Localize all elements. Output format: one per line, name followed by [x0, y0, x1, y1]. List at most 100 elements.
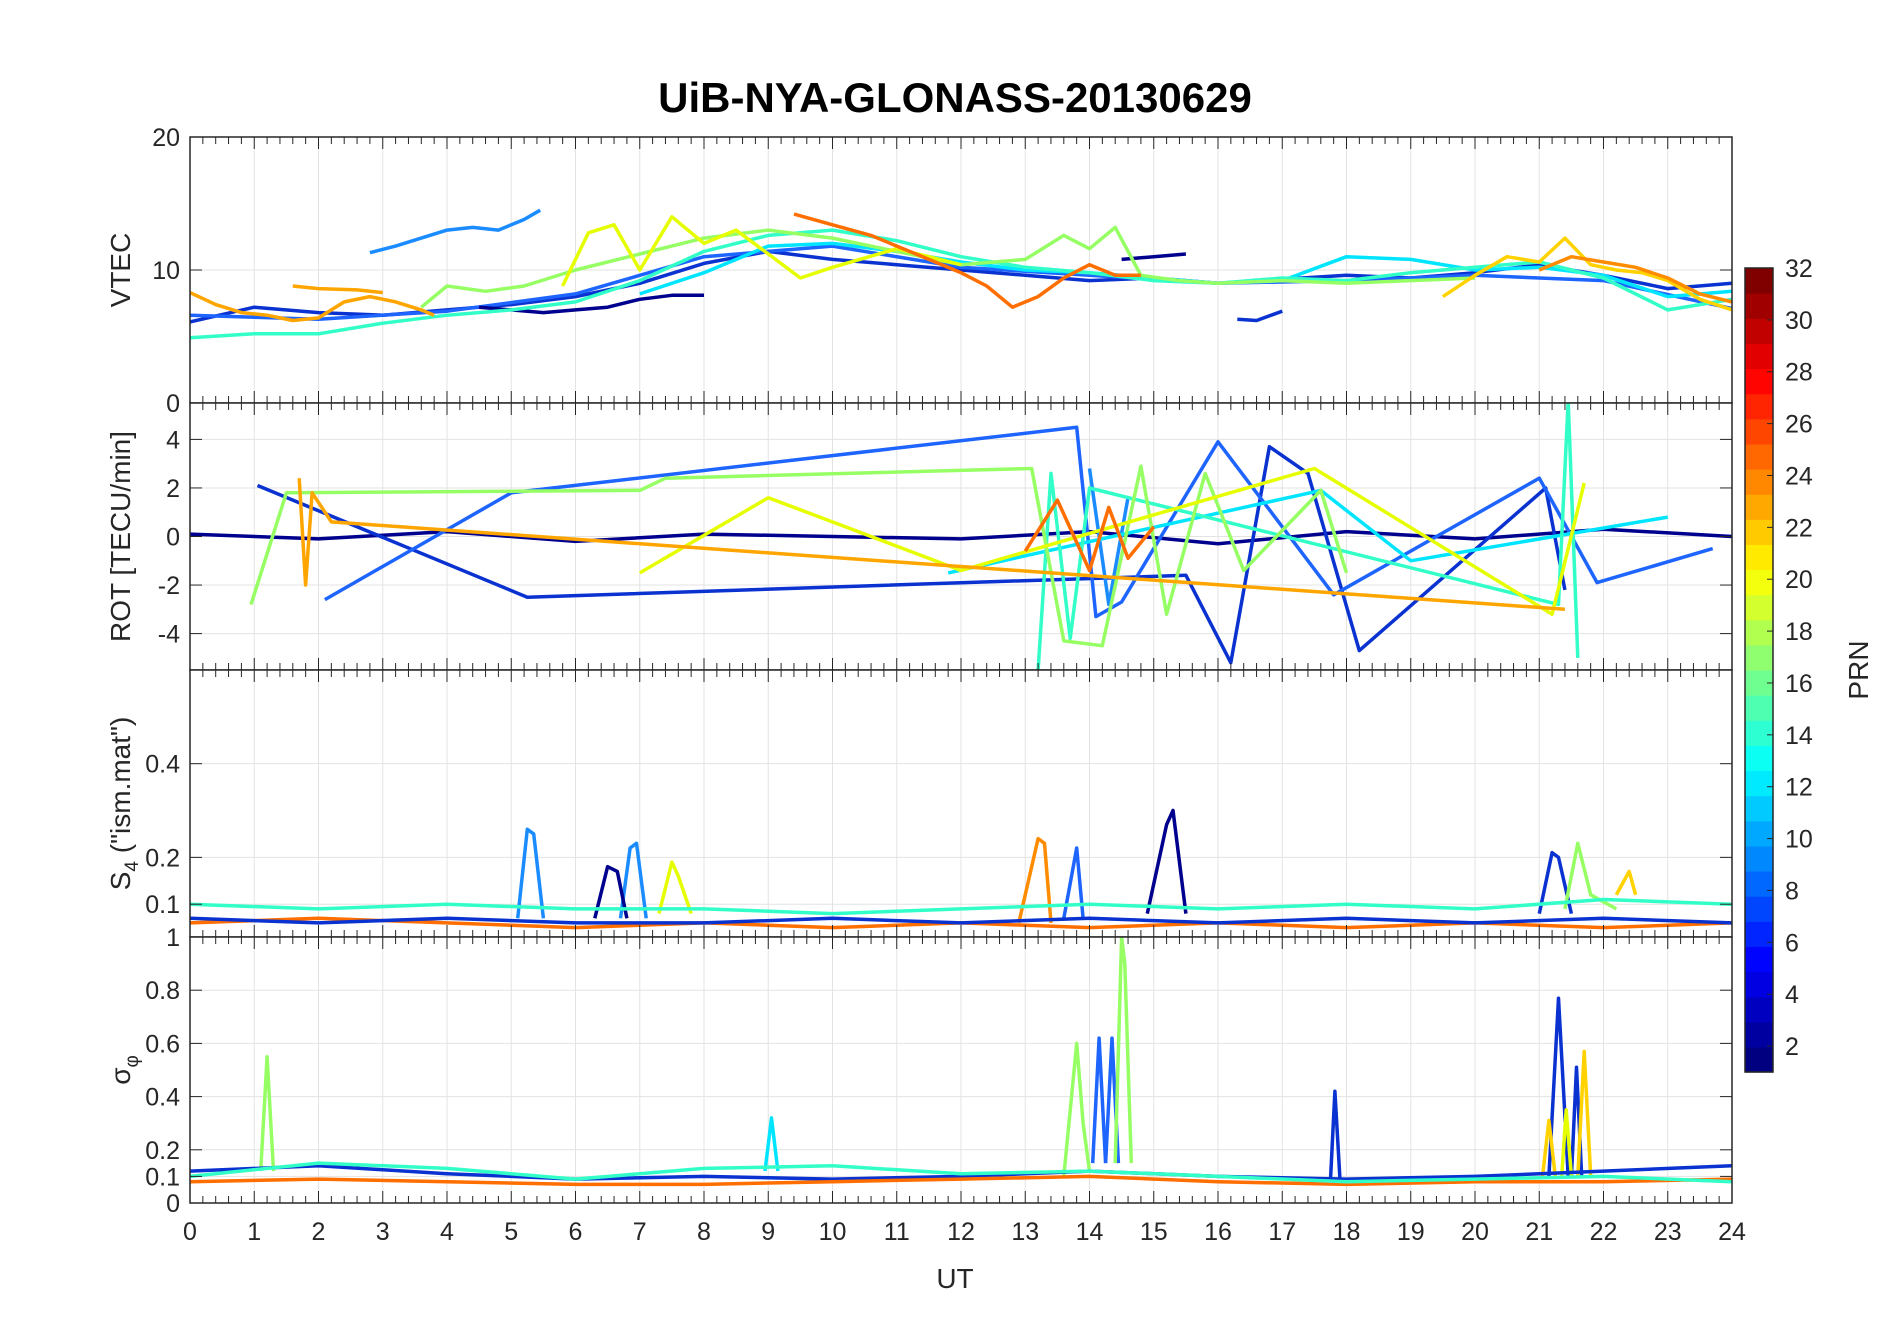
colorbar-frame: [1744, 267, 1774, 1073]
colorbar-swatch: [1745, 569, 1773, 596]
series-line: [249, 464, 1349, 648]
x-tick-label: 12: [947, 1218, 975, 1246]
y-tick-label: 20: [152, 124, 180, 152]
y-tick-label: 0: [166, 390, 180, 418]
colorbar-swatch: [1745, 594, 1773, 621]
colorbar-tick-label: 6: [1785, 929, 1799, 957]
panel-sigma_phi: 00.10.2 0.4 0.6 0.8 1 σφ: [105, 924, 1733, 1218]
series-line: [420, 225, 1476, 309]
series-line: [1113, 937, 1134, 1164]
x-tick-label: 7: [633, 1218, 647, 1246]
series-line: [763, 1116, 780, 1172]
x-tick-label: 1: [247, 1218, 261, 1246]
series-line: [1540, 1118, 1558, 1177]
y-tick-label: 0.1: [145, 1163, 180, 1191]
series-line: [1537, 850, 1574, 914]
colorbar-swatch: [1745, 946, 1773, 973]
colorbar-tick-label: 28: [1785, 359, 1813, 387]
series-group: [190, 208, 1732, 340]
y-tick-label: 2: [166, 475, 180, 503]
x-tick-label: 20: [1461, 1218, 1489, 1246]
series-line: [1576, 1049, 1593, 1177]
series-line: [1328, 1089, 1342, 1182]
series-line: [947, 488, 1669, 575]
x-tick-label: 14: [1076, 1218, 1104, 1246]
series-group: [190, 808, 1732, 930]
x-axis-label: UT: [936, 1263, 973, 1294]
colorbar-label: PRN: [1843, 640, 1874, 699]
colorbar-tick-label: 4: [1785, 981, 1799, 1009]
x-tick-label: 11: [884, 1218, 910, 1246]
y-axis-label: ROT [TECU/min]: [105, 431, 136, 642]
series-line: [515, 827, 546, 919]
panel-vtec: 0 10 20 VTEC: [105, 124, 1733, 418]
y-tick-label: 0.2: [145, 1137, 180, 1165]
series-line: [190, 1161, 1732, 1184]
colorbar-swatch: [1745, 871, 1773, 897]
y-tick-label: 4: [166, 426, 180, 454]
colorbar-swatch: [1745, 293, 1773, 319]
series-line: [1237, 309, 1283, 323]
series-line: [369, 208, 542, 255]
colorbar-swatch: [1745, 418, 1773, 445]
x-tick-label: 18: [1333, 1218, 1361, 1246]
x-tick-label: 4: [440, 1218, 454, 1246]
series-group: [190, 937, 1732, 1187]
y-tick-label: -4: [158, 621, 180, 649]
y-tick-label: 0.8: [145, 977, 180, 1005]
colorbar-swatch: [1745, 795, 1773, 822]
x-tick-label: 19: [1397, 1218, 1425, 1246]
series-line: [1441, 236, 1732, 312]
colorbar-swatch: [1745, 1046, 1773, 1073]
series-line: [1559, 1108, 1574, 1177]
x-tick-label: 21: [1525, 1218, 1553, 1246]
x-tick-label: 6: [569, 1218, 583, 1246]
series-line: [593, 864, 629, 919]
series-line: [190, 1164, 1732, 1181]
series-line: [618, 841, 648, 919]
series-line: [793, 212, 1141, 309]
colorbar-swatch: [1745, 619, 1773, 646]
series-line: [1090, 1036, 1108, 1164]
colorbar-swatch: [1745, 343, 1773, 370]
series-line: [256, 444, 1567, 665]
series-line: [1062, 1041, 1092, 1177]
x-tick-label: 8: [697, 1218, 711, 1246]
series-line: [1614, 869, 1638, 896]
y-tick-label: 10: [152, 257, 180, 285]
colorbar-swatch: [1745, 770, 1773, 797]
series-line: [1062, 846, 1085, 919]
x-tick-label: 0: [183, 1218, 197, 1246]
colorbar-tick-label: 22: [1785, 514, 1813, 542]
y-tick-label: 0.4: [145, 1084, 180, 1112]
series-line: [258, 1054, 276, 1172]
colorbar-tick-label: 14: [1785, 722, 1813, 750]
series-line: [190, 897, 1732, 916]
colorbar-swatch: [1745, 644, 1773, 671]
colorbar-swatch: [1745, 469, 1773, 495]
series-line: [1538, 254, 1732, 304]
colorbar-swatch: [1745, 443, 1773, 470]
x-tick-label: 13: [1011, 1218, 1039, 1246]
series-line: [190, 228, 1732, 340]
x-tick-label: 17: [1268, 1218, 1296, 1246]
colorbar-swatch: [1745, 896, 1773, 922]
colorbar-swatch: [1745, 1021, 1773, 1048]
colorbar-tick-label: 20: [1785, 566, 1813, 594]
x-tick-label: 16: [1204, 1218, 1232, 1246]
series-line: [190, 916, 1732, 925]
series-line: [190, 1174, 1732, 1187]
x-tick-label: 9: [761, 1218, 775, 1246]
x-tick-label: 3: [376, 1218, 390, 1246]
colorbar-tick-label: 10: [1785, 826, 1813, 854]
colorbar-swatch: [1745, 720, 1773, 746]
series-line: [297, 478, 1566, 612]
x-tick-label: 5: [504, 1218, 518, 1246]
x-tick-label: 15: [1140, 1218, 1168, 1246]
colorbar-tick-label: 12: [1785, 774, 1813, 802]
series-line: [1563, 841, 1618, 911]
series-line: [638, 466, 1586, 616]
colorbar-tick-label: 32: [1785, 255, 1813, 283]
